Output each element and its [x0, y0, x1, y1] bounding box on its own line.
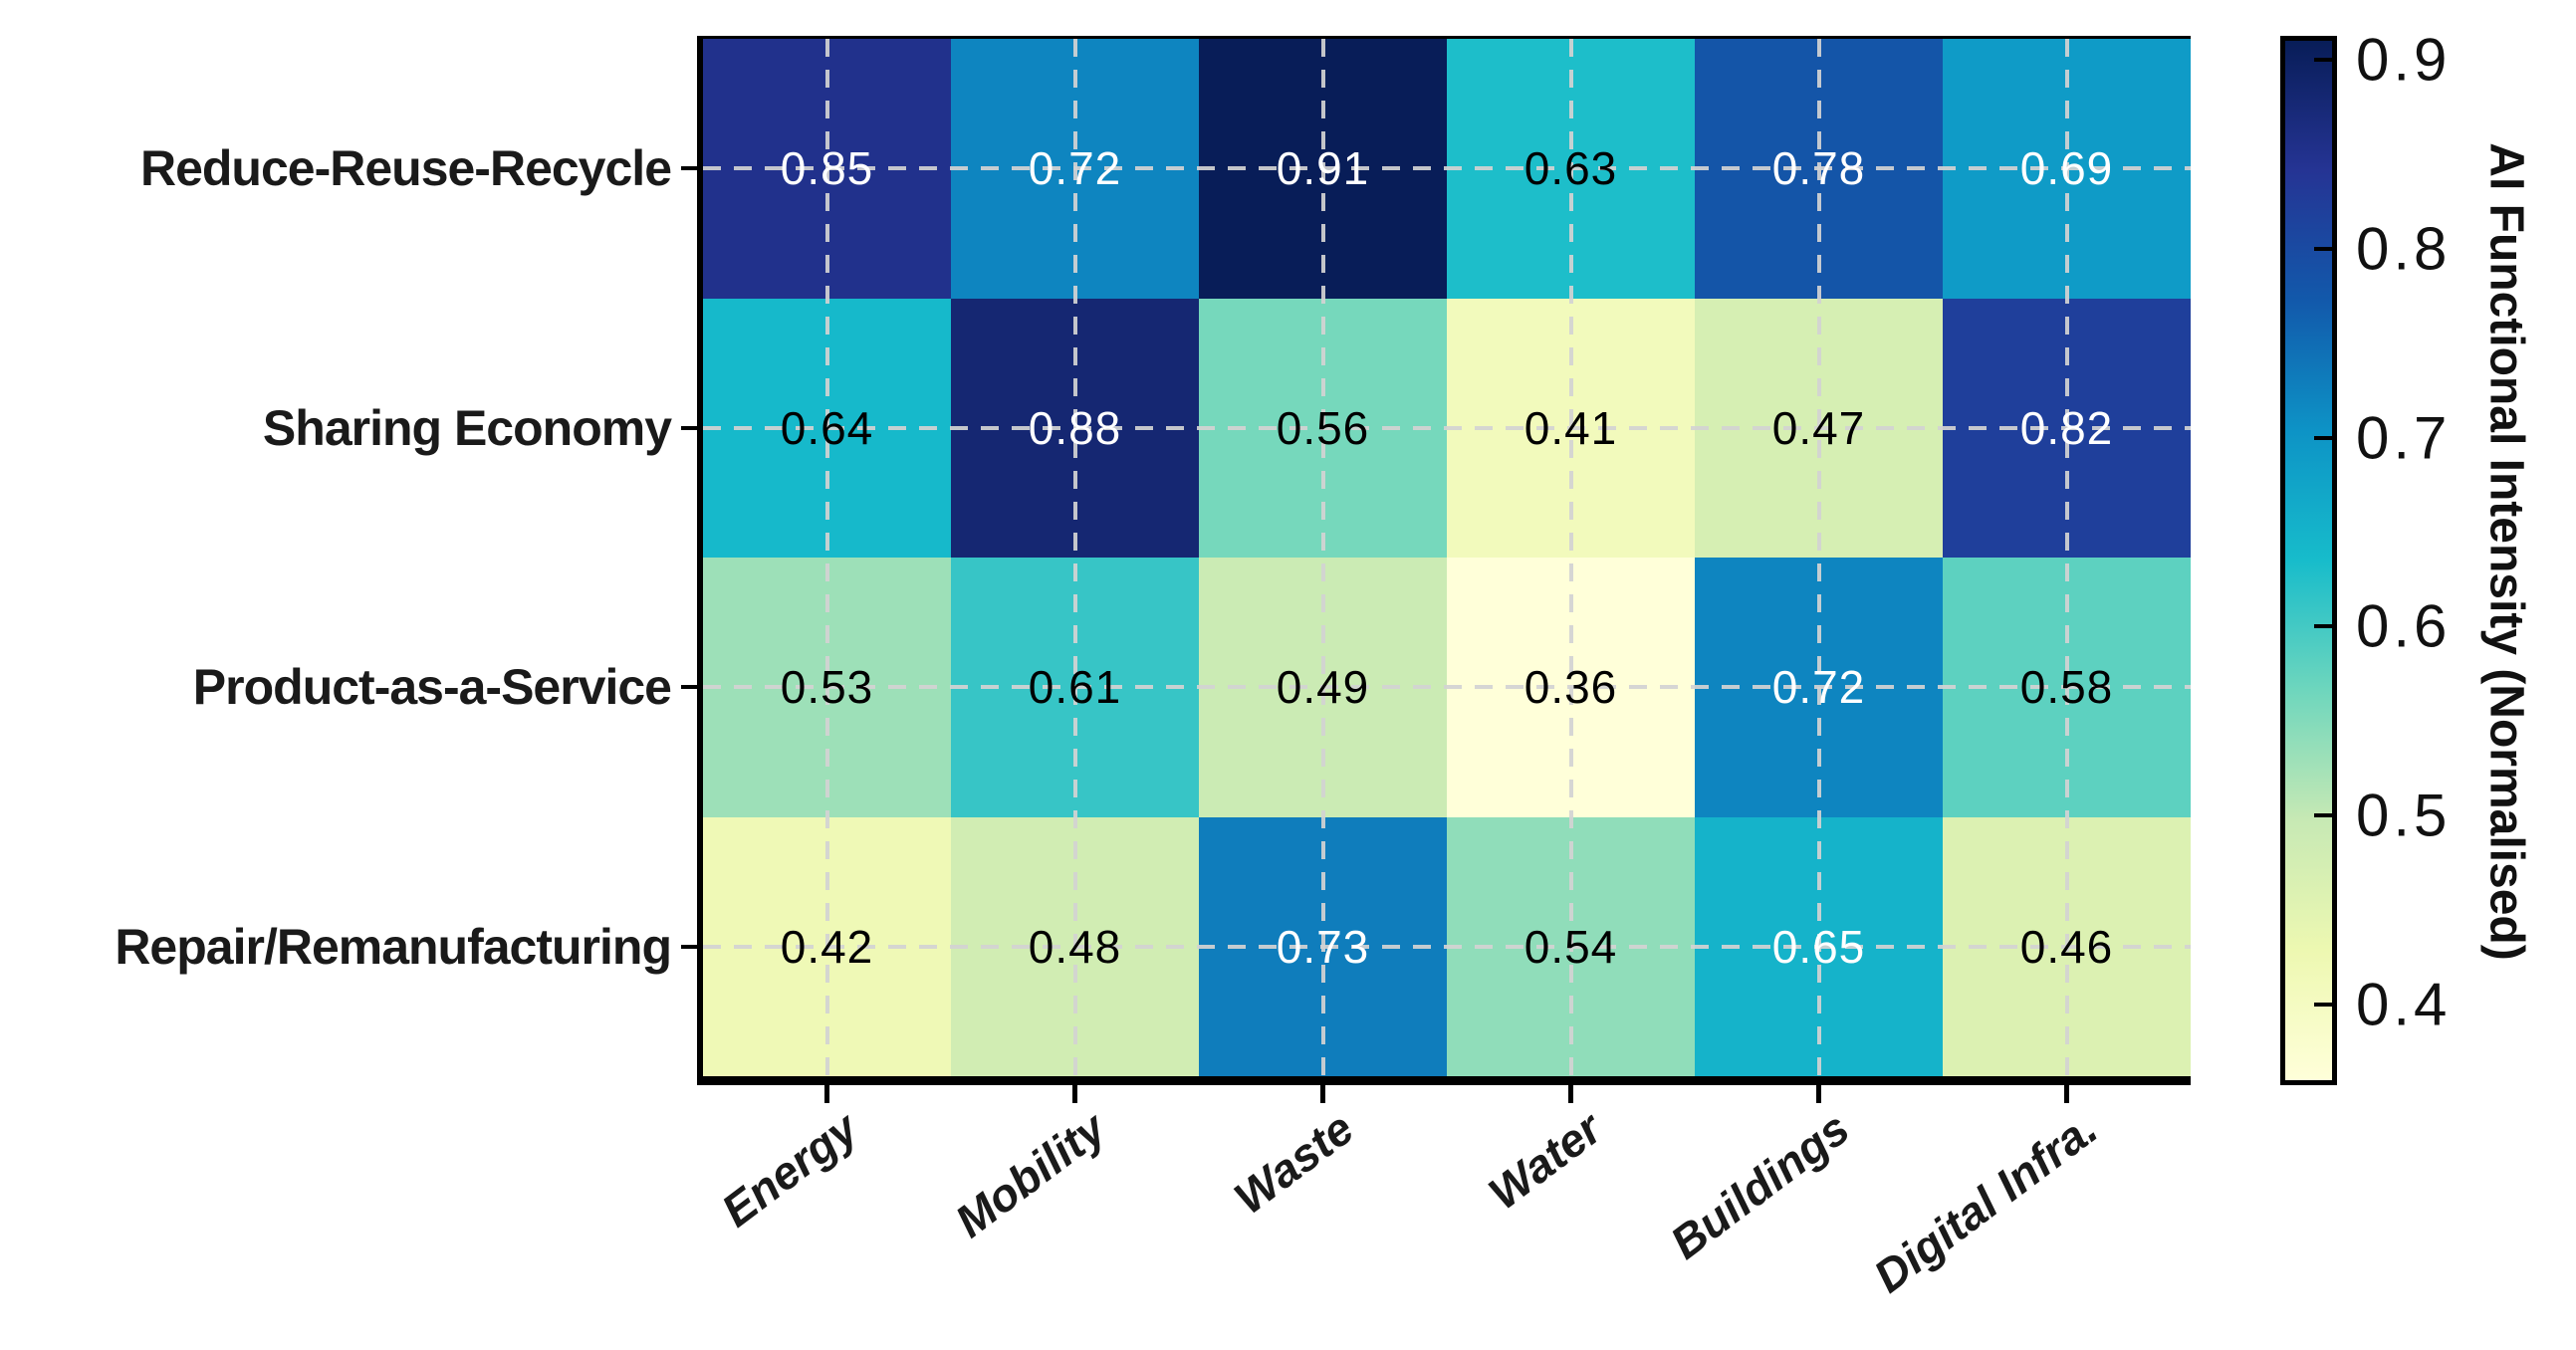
y-axis-label: Repair/Remanufacturing	[115, 918, 672, 975]
colorbar-tick-mark	[2314, 624, 2332, 629]
cell-value: 0.65	[1771, 920, 1866, 973]
x-axis-label: Buildings	[1660, 1101, 1859, 1269]
cell-value: 0.78	[1771, 142, 1866, 195]
colorbar-tick-mark	[2314, 435, 2332, 440]
cell-value: 0.91	[1276, 142, 1370, 195]
y-tick-mark	[681, 944, 697, 949]
x-tick-mark	[1816, 1084, 1821, 1103]
gridline-horizontal	[703, 685, 2191, 690]
gridline-vertical	[824, 39, 829, 1076]
y-axis-label: Sharing Economy	[262, 399, 672, 456]
cell-value: 0.85	[780, 142, 874, 195]
heatmap-cells	[703, 39, 2191, 1076]
x-axis-label: Mobility	[945, 1101, 1115, 1247]
y-tick-mark	[681, 166, 697, 171]
gridline-vertical	[2064, 39, 2069, 1076]
colorbar-tick-mark	[2314, 246, 2332, 251]
cell-value: 0.61	[1028, 661, 1122, 714]
cell-value: 0.46	[2019, 920, 2114, 973]
cell-value: 0.69	[2019, 142, 2114, 195]
cell-value: 0.49	[1276, 661, 1370, 714]
colorbar-tick-label: 0.4	[2356, 971, 2452, 1038]
x-axis-label: Energy	[711, 1101, 867, 1238]
cell-value: 0.72	[1771, 661, 1866, 714]
cell-value: 0.48	[1028, 920, 1122, 973]
cell-value: 0.36	[1523, 661, 1618, 714]
colorbar-tick-mark	[2314, 1003, 2332, 1008]
y-tick-mark	[681, 685, 697, 690]
cell-value: 0.41	[1523, 401, 1618, 454]
x-axis-label: Water	[1478, 1101, 1611, 1220]
cell-value: 0.54	[1523, 920, 1618, 973]
cell-value: 0.82	[2019, 401, 2114, 454]
gridline-horizontal	[703, 166, 2191, 171]
colorbar-label: AI Functional Intensity (Normalised)	[2479, 142, 2533, 961]
gridline-vertical	[1816, 39, 1821, 1076]
colorbar-tick-label: 0.5	[2356, 782, 2452, 849]
y-axis-label: Reduce-Reuse-Recycle	[139, 140, 672, 197]
cell-value: 0.47	[1771, 401, 1866, 454]
y-tick-mark	[681, 425, 697, 430]
colorbar-tick-mark	[2314, 57, 2332, 62]
x-axis-label: Digital Infra.	[1863, 1101, 2107, 1303]
colorbar-tick-label: 0.8	[2356, 215, 2452, 283]
cell-value: 0.64	[780, 401, 874, 454]
cell-value: 0.56	[1276, 401, 1370, 454]
cell-value: 0.88	[1028, 401, 1122, 454]
gridline-horizontal	[703, 425, 2191, 430]
x-tick-mark	[2064, 1084, 2069, 1103]
gridline-vertical	[1568, 39, 1573, 1076]
gridline-horizontal	[703, 944, 2191, 949]
colorbar-tick-label: 0.7	[2356, 404, 2452, 472]
cell-value: 0.73	[1276, 920, 1370, 973]
x-tick-mark	[1072, 1084, 1077, 1103]
cell-value: 0.63	[1523, 142, 1618, 195]
cell-value: 0.42	[780, 920, 874, 973]
colorbar-tick-label: 0.6	[2356, 592, 2452, 660]
heatmap-plot: 0.85 0.72 0.91 0.63 0.78 0.69 0.64 0.88 0.56 0.41…	[697, 36, 2191, 1085]
cell-value: 0.53	[780, 661, 874, 714]
y-axis-label: Product-as-a-Service	[192, 659, 672, 716]
colorbar-tick-mark	[2314, 813, 2332, 818]
cell-value: 0.72	[1028, 142, 1122, 195]
colorbar-tick-label: 0.9	[2356, 26, 2452, 94]
colorbar	[2280, 36, 2337, 1085]
gridline-vertical	[1320, 39, 1325, 1076]
x-tick-mark	[824, 1084, 829, 1103]
cell-value: 0.58	[2019, 661, 2114, 714]
gridline-vertical	[1072, 39, 1077, 1076]
x-tick-mark	[1320, 1084, 1325, 1103]
x-tick-mark	[1568, 1084, 1573, 1103]
x-axis-label: Waste	[1224, 1101, 1363, 1225]
